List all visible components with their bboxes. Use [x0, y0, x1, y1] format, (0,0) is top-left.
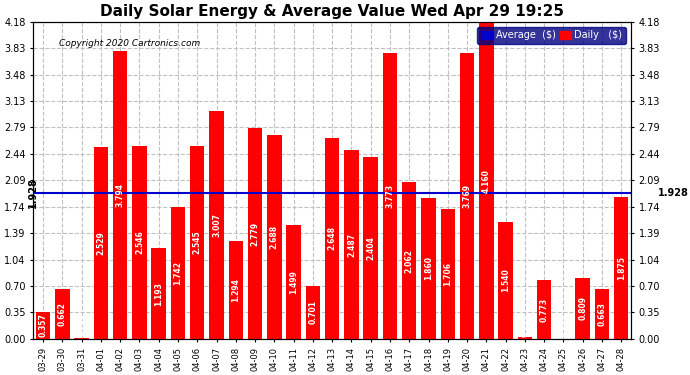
Text: 0.663: 0.663: [598, 302, 607, 326]
Bar: [132, 146, 147, 339]
Text: 2.648: 2.648: [328, 226, 337, 251]
Bar: [55, 289, 70, 339]
Bar: [595, 289, 609, 339]
Text: 0.773: 0.773: [540, 297, 549, 322]
Bar: [383, 53, 397, 339]
Text: 0.357: 0.357: [39, 314, 48, 338]
Title: Daily Solar Energy & Average Value Wed Apr 29 19:25: Daily Solar Energy & Average Value Wed A…: [100, 4, 564, 19]
Legend: Average  ($), Daily   ($): Average ($), Daily ($): [477, 27, 626, 44]
Bar: [306, 286, 320, 339]
Bar: [344, 150, 359, 339]
Bar: [286, 225, 301, 339]
Text: 1.294: 1.294: [231, 278, 240, 302]
Bar: [209, 111, 224, 339]
Text: 2.062: 2.062: [405, 249, 414, 273]
Bar: [267, 135, 282, 339]
Text: 1.928: 1.928: [658, 188, 689, 198]
Text: 1.860: 1.860: [424, 256, 433, 280]
Text: 4.160: 4.160: [482, 169, 491, 193]
Bar: [325, 138, 339, 339]
Text: 0.000: 0.000: [559, 314, 568, 338]
Text: 0.701: 0.701: [308, 300, 317, 324]
Text: 0.662: 0.662: [58, 302, 67, 326]
Text: 2.529: 2.529: [97, 231, 106, 255]
Text: 0.013: 0.013: [77, 314, 86, 338]
Text: 1.742: 1.742: [173, 261, 182, 285]
Text: 2.546: 2.546: [135, 231, 144, 254]
Bar: [113, 51, 128, 339]
Text: 2.688: 2.688: [270, 225, 279, 249]
Bar: [518, 338, 532, 339]
Bar: [422, 198, 436, 339]
Bar: [537, 280, 551, 339]
Text: 2.779: 2.779: [250, 221, 259, 246]
Bar: [614, 196, 629, 339]
Bar: [575, 278, 590, 339]
Text: 3.773: 3.773: [386, 184, 395, 208]
Text: 1.193: 1.193: [154, 282, 164, 306]
Text: 3.007: 3.007: [212, 213, 221, 237]
Bar: [402, 183, 417, 339]
Text: 1.540: 1.540: [501, 268, 510, 292]
Bar: [36, 312, 50, 339]
Text: 2.487: 2.487: [347, 232, 356, 256]
Bar: [170, 207, 185, 339]
Text: 1.706: 1.706: [443, 262, 453, 286]
Bar: [479, 23, 493, 339]
Text: 2.404: 2.404: [366, 236, 375, 260]
Text: 0.809: 0.809: [578, 296, 587, 320]
Text: 1.499: 1.499: [289, 270, 298, 294]
Text: Copyright 2020 Cartronics.com: Copyright 2020 Cartronics.com: [59, 39, 200, 48]
Text: 1.875: 1.875: [617, 256, 626, 280]
Bar: [75, 338, 89, 339]
Bar: [460, 53, 474, 339]
Bar: [441, 210, 455, 339]
Text: 3.769: 3.769: [462, 184, 471, 208]
Bar: [248, 128, 262, 339]
Bar: [364, 156, 378, 339]
Text: 3.794: 3.794: [116, 183, 125, 207]
Text: 0.020: 0.020: [520, 314, 529, 338]
Bar: [228, 241, 243, 339]
Text: 1.928: 1.928: [28, 177, 38, 208]
Bar: [190, 146, 204, 339]
Bar: [152, 248, 166, 339]
Bar: [94, 147, 108, 339]
Text: 2.545: 2.545: [193, 231, 201, 254]
Bar: [498, 222, 513, 339]
